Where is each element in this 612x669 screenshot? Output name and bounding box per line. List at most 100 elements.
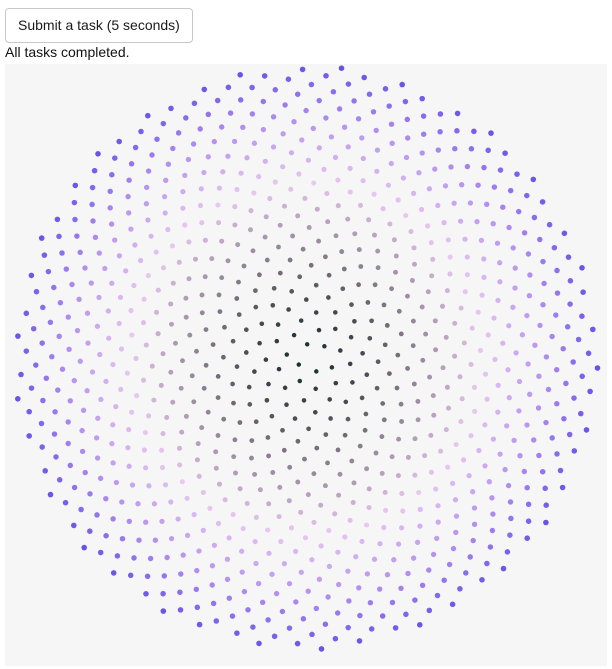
spiral-dot [373,450,379,456]
spiral-dot [316,576,323,582]
spiral-dot [28,385,35,391]
spiral-dot [594,365,601,371]
spiral-dot [153,309,160,315]
spiral-dot [145,112,151,119]
spiral-dot [165,226,171,233]
spiral-dot [270,114,277,120]
spiral-dot [132,242,138,248]
spiral-dot [248,208,254,214]
spiral-dot [412,597,418,603]
spiral-dot [74,327,81,334]
spiral-dot [159,464,166,471]
spiral-dot [152,537,159,543]
spiral-dot [256,174,262,180]
spiral-dot [316,145,322,151]
spiral-dot [141,296,147,302]
spiral-dot [288,525,295,531]
spiral-dot [160,590,166,597]
spiral-dot [377,586,383,592]
spiral-dot [402,98,409,105]
spiral-dot [38,235,45,241]
spiral-dot [159,447,165,453]
spiral-dot [18,371,24,378]
spiral-dot [429,273,435,279]
spiral-dot [213,449,219,455]
spiral-dot [395,197,401,203]
spiral-dot [575,336,582,343]
spiral-dot [333,380,339,386]
spiral-dot [497,451,503,457]
spiral-dot [384,572,391,578]
spiral-dot [403,154,410,161]
spiral-dot [291,119,297,125]
spiral-dot [277,484,283,490]
spiral-dot [270,302,276,308]
spiral-dot [261,73,268,79]
spiral-dot [26,433,32,439]
spiral-dot [391,237,397,243]
spiral-dot [177,462,183,468]
spiral-dot [194,457,200,463]
spiral-dot [215,433,221,438]
spiral-dot [151,397,157,403]
spiral-dot [467,200,474,206]
spiral-dot [507,499,514,505]
spiral-dot [217,309,223,314]
spiral-dot [351,98,357,104]
spiral-dot [267,196,273,202]
spiral-dot [412,472,418,478]
spiral-dot [94,323,101,329]
spiral-dot [231,454,237,460]
spiral-dot [400,175,407,181]
spiral-dot [537,236,543,243]
spiral-dot [65,314,71,320]
spiral-dot [458,305,464,311]
spiral-dot [97,475,104,481]
spiral-dot [265,617,271,623]
spiral-dot [352,231,358,237]
spiral-dot [443,427,449,433]
spiral-dot [428,432,434,438]
spiral-dot [116,253,123,259]
spiral-dot [434,592,441,599]
spiral-dot [373,127,379,134]
submit-task-button[interactable]: Submit a task (5 seconds) [5,8,193,43]
spiral-dot [241,588,248,595]
spiral-dot [119,535,126,542]
spiral-dot [349,458,355,464]
spiral-dot [163,177,169,183]
spiral-dot [211,138,217,145]
spiral-dot [269,413,275,419]
spiral-dot [234,630,240,636]
spiral-dot [164,554,170,561]
spiral-dot [89,369,96,375]
spiral-dot [399,81,406,88]
spiral-dot [475,309,481,315]
spiral-dot [579,265,585,271]
spiral-dot [323,432,329,437]
spiral-dot [524,312,530,319]
spiral-dot [281,560,288,567]
spiral-dot [485,147,491,154]
spiral-dot [484,396,490,402]
spiral-dot [205,154,211,160]
spiral-dot [426,607,433,614]
spiral-dot [445,237,451,243]
spiral-dot [476,447,482,454]
spiral-dot [195,441,201,447]
spiral-dot [316,327,322,333]
spiral-dot [387,221,393,227]
spiral-dot [388,121,395,127]
spiral-dot [266,381,271,387]
spiral-dot [336,106,343,112]
spiral-dot [247,402,253,407]
spiral-dot [374,147,381,153]
spiral-dot [79,427,85,434]
spiral-dot [85,340,91,346]
spiral-dot [336,581,342,588]
spiral-dot [395,541,402,547]
spiral-dot [478,237,485,244]
spiral-dot [332,310,338,315]
spiral-dot [191,100,198,107]
spiral-dot [168,499,174,505]
